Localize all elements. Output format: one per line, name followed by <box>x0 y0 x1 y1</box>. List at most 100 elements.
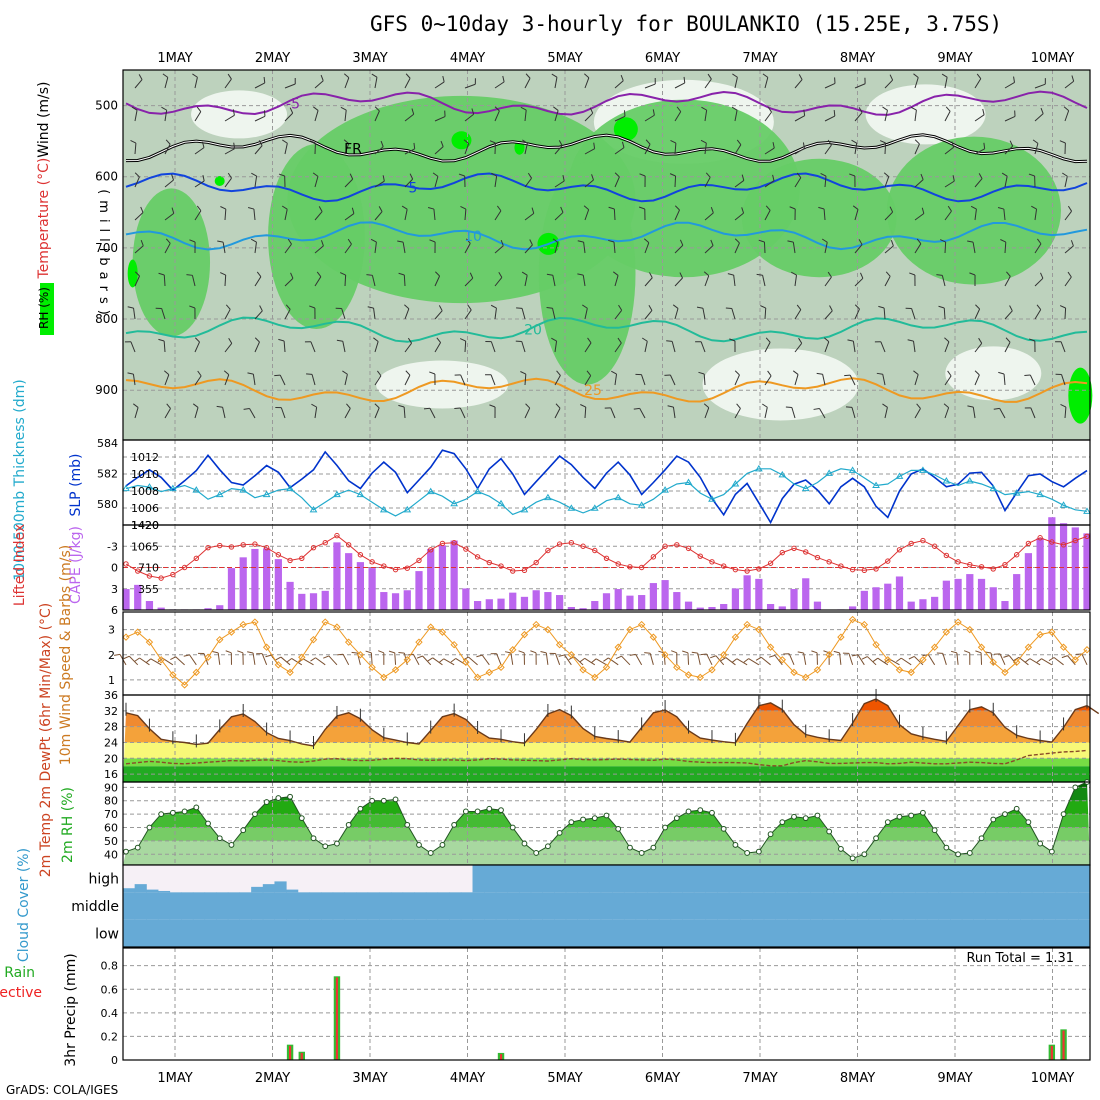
temp-tick-label: 28 <box>104 721 118 734</box>
rh2m-marker <box>744 850 751 856</box>
wind-barb <box>613 208 616 221</box>
wind-barb-flag <box>1040 272 1044 279</box>
wind-barb <box>1034 243 1042 254</box>
wind-barb-flag <box>438 658 445 663</box>
cape-bar <box>145 601 154 610</box>
wind-barb-flag <box>1059 140 1066 144</box>
wind-barb-flag <box>586 370 592 376</box>
wind-speed-marker <box>1059 643 1068 651</box>
wind-barb-flag <box>527 172 532 179</box>
wind-barb <box>164 77 169 89</box>
wind-barb-flag <box>145 658 152 663</box>
wind-speed-marker <box>602 663 611 672</box>
temp-contour-line <box>125 316 1088 343</box>
wind-barb-flag <box>829 305 833 312</box>
wind-speed-line <box>125 618 1088 686</box>
wind-barb-flag <box>411 108 415 115</box>
wind-barb <box>734 212 744 221</box>
cape-panel <box>122 517 1091 611</box>
lifted-index-marker <box>357 552 364 558</box>
cloud-bar <box>763 892 776 920</box>
wind-barb-flag <box>674 205 680 211</box>
wind-barb <box>254 145 263 155</box>
cloud-bar <box>356 919 369 947</box>
rh2m-marker <box>826 828 833 835</box>
lifted-index-marker <box>779 549 785 556</box>
wind-barb <box>764 77 769 89</box>
rh2m-marker <box>392 796 399 803</box>
wind-barb-flag <box>192 403 199 408</box>
wind-barb <box>552 275 556 287</box>
wind-barb <box>674 111 682 122</box>
cloud-bar <box>973 892 986 920</box>
cloud-bar <box>181 892 194 920</box>
wind-barb-flag <box>311 403 317 408</box>
thickness-line <box>125 468 1088 517</box>
wind-barb-flag <box>287 238 292 245</box>
wind-barb-flag <box>1037 238 1042 245</box>
wind-barb-flag <box>339 272 346 276</box>
wind-speed-marker <box>708 666 716 674</box>
wind-barb <box>224 177 232 188</box>
wind-barb <box>224 309 231 320</box>
wind-speed-marker <box>391 666 400 674</box>
cloud-bar <box>856 865 870 893</box>
wind-barb <box>1053 657 1064 666</box>
cloud-bar <box>985 892 998 920</box>
wind-barb <box>614 147 625 155</box>
wind-barb-flag <box>1071 75 1075 82</box>
cloud-bar <box>344 919 357 947</box>
lifted-index-marker <box>990 566 996 572</box>
wind-barb <box>1061 374 1066 386</box>
wind-barb-flag <box>540 651 547 654</box>
cloud-bar <box>693 865 707 893</box>
wind-barb <box>373 308 376 320</box>
wind-barb-flag <box>798 74 803 80</box>
wind-barb <box>521 341 526 353</box>
dewpoint-line <box>125 749 1088 767</box>
thickness-marker <box>989 484 998 492</box>
temp-tick-label: 24 <box>104 736 118 749</box>
cloud-bar <box>670 892 683 920</box>
wind-barb-flag <box>157 657 164 663</box>
wind-barb-flag <box>612 271 619 276</box>
lifted-index-marker <box>275 552 282 558</box>
wind-barb-flag <box>845 406 853 408</box>
wind-barb <box>663 652 666 665</box>
wind-barb <box>194 111 202 122</box>
wind-barb-flag <box>243 407 250 410</box>
lifted-index-marker <box>685 545 692 552</box>
thickness-marker <box>356 490 365 498</box>
cloud-bar <box>507 919 520 947</box>
wind-speed-marker <box>1024 643 1033 651</box>
wind-barb-flag <box>975 650 982 654</box>
wind-barb <box>191 275 196 287</box>
wind-barb-flag <box>450 658 456 663</box>
thickness-marker <box>239 486 248 493</box>
wind-barb <box>1034 113 1044 122</box>
wind-speed-marker <box>426 623 435 631</box>
temp-contour-line <box>125 221 1088 251</box>
wind-barb-flag <box>378 650 385 654</box>
rh2m-marker <box>169 809 176 816</box>
thickness-tick-label: 584 <box>97 437 118 450</box>
wind-barb <box>1004 241 1007 254</box>
cloud-bar <box>658 919 672 947</box>
wind-barb <box>582 275 586 287</box>
cloud-bar <box>1043 919 1056 947</box>
wind-barb-flag <box>703 271 710 277</box>
wind-barb-flag <box>951 141 955 148</box>
wind-barb <box>764 307 767 320</box>
wind-barb-flag <box>463 139 469 145</box>
wind-panel <box>113 612 1091 695</box>
cape-bar <box>802 578 810 610</box>
lifted-index-marker <box>123 561 129 567</box>
cape-bar <box>1013 574 1021 610</box>
rh2m-marker <box>252 811 258 818</box>
wind-barb-flag <box>676 106 682 112</box>
cloud-bar <box>379 892 392 920</box>
wind-barb <box>763 241 766 254</box>
wind-speed-marker <box>438 628 447 636</box>
wind-barb <box>404 308 410 320</box>
cloud-bar <box>1043 892 1056 920</box>
